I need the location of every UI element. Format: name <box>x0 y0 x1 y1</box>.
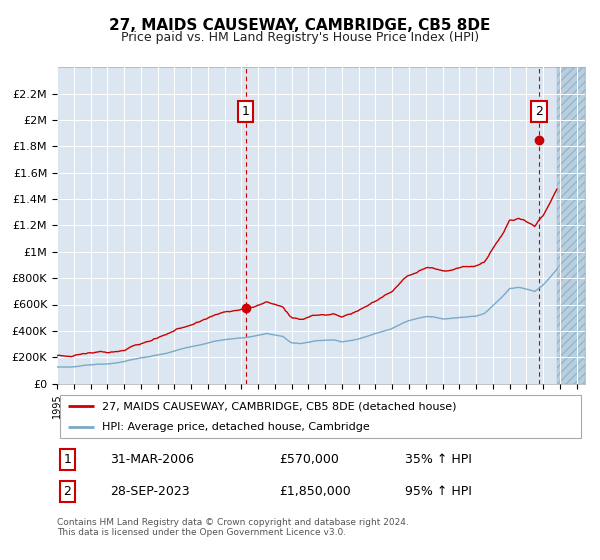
Text: 28-SEP-2023: 28-SEP-2023 <box>110 485 190 498</box>
Text: Price paid vs. HM Land Registry's House Price Index (HPI): Price paid vs. HM Land Registry's House … <box>121 31 479 44</box>
Text: 35% ↑ HPI: 35% ↑ HPI <box>406 453 472 466</box>
Text: Contains HM Land Registry data © Crown copyright and database right 2024.
This d: Contains HM Land Registry data © Crown c… <box>57 518 409 538</box>
Text: 2: 2 <box>64 485 71 498</box>
Text: 95% ↑ HPI: 95% ↑ HPI <box>406 485 472 498</box>
Bar <box>557 67 585 384</box>
Text: £570,000: £570,000 <box>279 453 338 466</box>
Text: 2: 2 <box>535 105 543 118</box>
Text: 1: 1 <box>64 453 71 466</box>
Text: 27, MAIDS CAUSEWAY, CAMBRIDGE, CB5 8DE (detached house): 27, MAIDS CAUSEWAY, CAMBRIDGE, CB5 8DE (… <box>102 401 457 411</box>
Text: £1,850,000: £1,850,000 <box>279 485 350 498</box>
FancyBboxPatch shape <box>59 395 581 438</box>
Bar <box>557 67 585 384</box>
Text: HPI: Average price, detached house, Cambridge: HPI: Average price, detached house, Camb… <box>102 422 370 432</box>
Text: 1: 1 <box>242 105 250 118</box>
Text: 27, MAIDS CAUSEWAY, CAMBRIDGE, CB5 8DE: 27, MAIDS CAUSEWAY, CAMBRIDGE, CB5 8DE <box>109 18 491 33</box>
Text: 31-MAR-2006: 31-MAR-2006 <box>110 453 194 466</box>
